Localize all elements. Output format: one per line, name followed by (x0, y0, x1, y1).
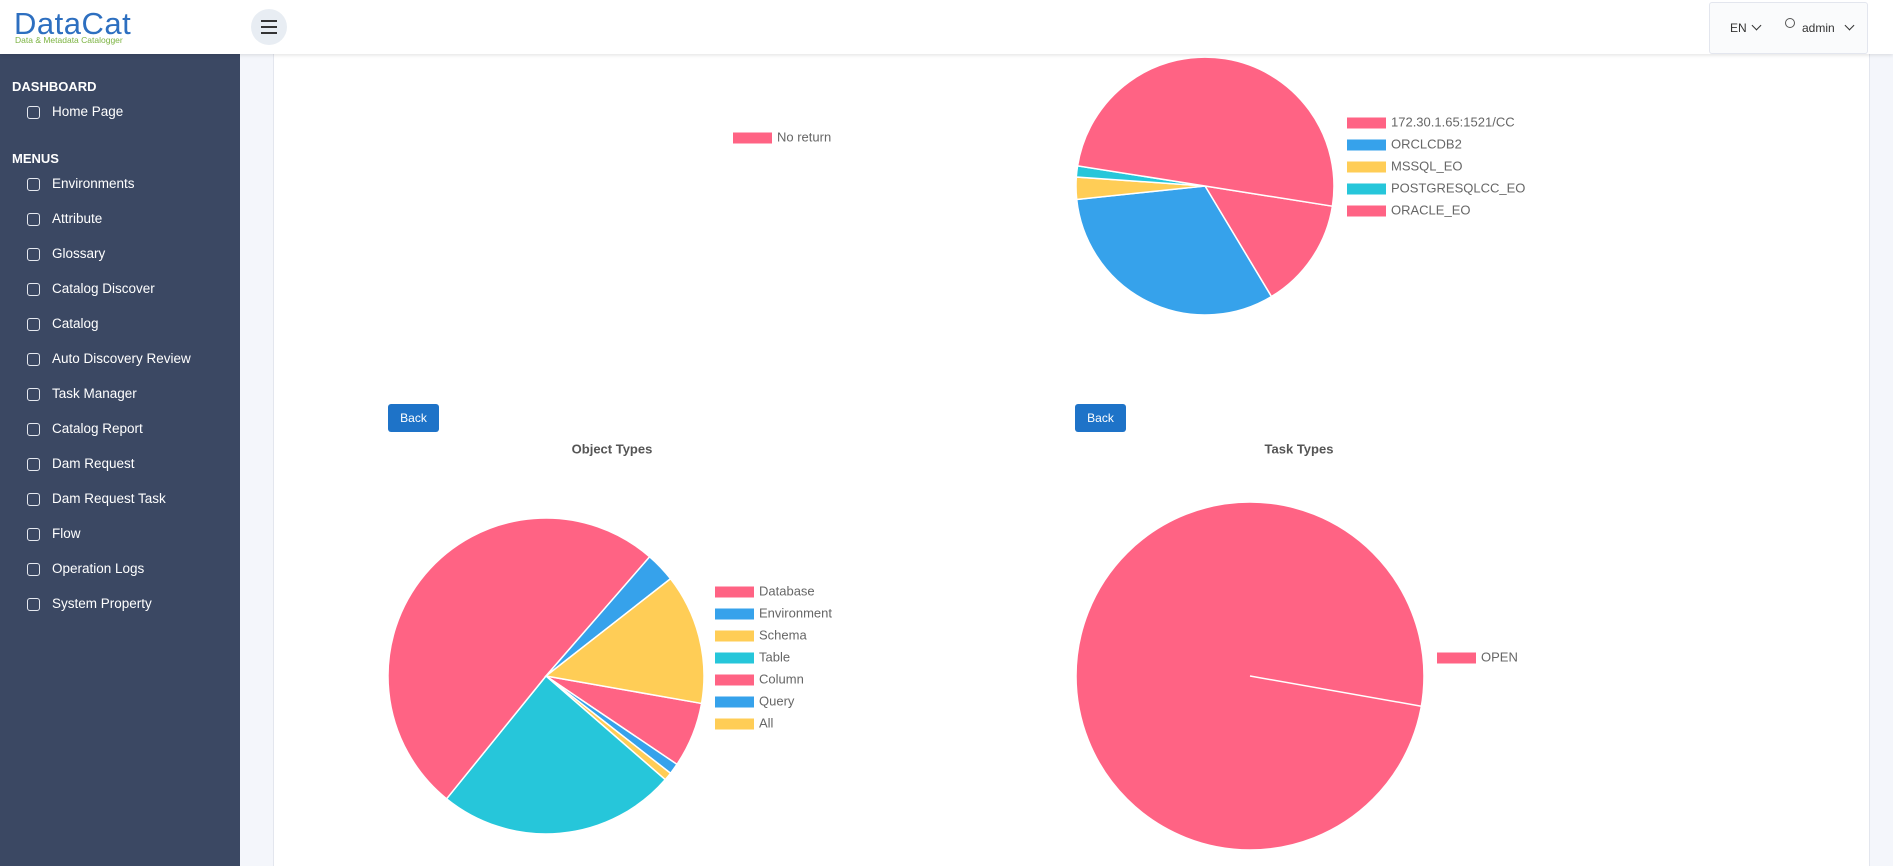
legend-swatch (715, 696, 754, 708)
pie-slice (1075, 185, 1273, 316)
legend-label: Database (759, 583, 815, 598)
chart-title: Object Types (572, 441, 653, 456)
legend-swatch (715, 652, 754, 664)
legend-label: Query (759, 693, 795, 708)
legend-swatch (1437, 652, 1476, 664)
legend-swatch (1347, 117, 1386, 129)
menu-item[interactable]: Catalog Report (52, 421, 143, 436)
legend-label: 172.30.1.65:1521/CC (1391, 114, 1515, 129)
pie-slice (544, 577, 705, 705)
legend-label: No return (777, 129, 831, 144)
menu-icon (27, 178, 40, 191)
menu-item[interactable]: Attribute (52, 211, 103, 226)
legend-swatch (715, 586, 754, 598)
legend-swatch (715, 674, 754, 686)
menu-icon (27, 423, 40, 436)
menu-icon (27, 388, 40, 401)
legend-label: POSTGRESQLCC_EO (1391, 180, 1525, 195)
chart-title: Task Types (1265, 441, 1334, 456)
legend-label: OPEN (1481, 649, 1518, 664)
menu-item[interactable]: Dam Request Task (52, 491, 166, 506)
legend-swatch (715, 718, 754, 730)
menu-toggle[interactable] (251, 9, 287, 45)
menu-icon (27, 528, 40, 541)
pie-slice (445, 674, 667, 835)
legend-swatch (1347, 161, 1386, 173)
section-title: DASHBOARD (12, 79, 97, 94)
menu-item[interactable]: Auto Discovery Review (52, 351, 191, 366)
menu-icon (27, 598, 40, 611)
user-box: EN admin (1709, 2, 1868, 54)
language[interactable]: EN (1730, 21, 1747, 35)
legend-label: ORCLCDB2 (1391, 136, 1462, 151)
menu-item[interactable]: Dam Request (52, 456, 135, 471)
legend-label: Column (759, 671, 804, 686)
legend-label: Table (759, 649, 790, 664)
legend-label: MSSQL_EO (1391, 158, 1463, 173)
menu-icon (27, 106, 40, 119)
menu-icon (27, 458, 40, 471)
legend-swatch (1347, 183, 1386, 195)
menu-item[interactable]: Operation Logs (52, 561, 145, 576)
menu-item[interactable]: Catalog Discover (52, 281, 155, 296)
back-button[interactable]: Back (388, 404, 439, 432)
menu-icon (27, 563, 40, 576)
tagline: Data & Metadata Catalogger (15, 35, 123, 45)
menu-icon (27, 213, 40, 226)
legend-label: Environment (759, 605, 832, 620)
slice-seam (1249, 675, 1422, 707)
legend-swatch (733, 132, 772, 144)
menu-icon (27, 353, 40, 366)
menu-item[interactable]: System Property (52, 596, 152, 611)
pie-slice (387, 517, 651, 800)
legend-label: All (759, 715, 774, 730)
legend-label: ORACLE_EO (1391, 202, 1470, 217)
user[interactable]: admin (1802, 21, 1835, 35)
header: DataCat Data & Metadata Catalogger EN ad… (0, 0, 1893, 54)
menu-item[interactable]: Catalog (52, 316, 99, 331)
menu-icon (27, 248, 40, 261)
menu-item[interactable]: Flow (52, 526, 81, 541)
logo[interactable]: DataCat (14, 6, 132, 41)
section-title: MENUS (12, 151, 59, 166)
menu-item[interactable]: Glossary (52, 246, 106, 261)
legend-swatch (715, 630, 754, 642)
menu-icon (27, 318, 40, 331)
legend-label: Schema (759, 627, 807, 642)
legend-swatch (1347, 205, 1386, 217)
menu-icon (27, 493, 40, 506)
menu-item[interactable]: Environments (52, 176, 135, 191)
sidebar: DASHBOARD Home Page MENUS Environments Attri… (0, 54, 240, 866)
pie-slice (1076, 56, 1335, 208)
back-button[interactable]: Back (1075, 404, 1126, 432)
menu-item[interactable]: Task Manager (52, 386, 137, 401)
menu-icon (27, 283, 40, 296)
pie-slice (1203, 185, 1334, 298)
menu-item[interactable]: Home Page (52, 104, 124, 119)
legend-swatch (715, 608, 754, 620)
legend-swatch (1347, 139, 1386, 151)
